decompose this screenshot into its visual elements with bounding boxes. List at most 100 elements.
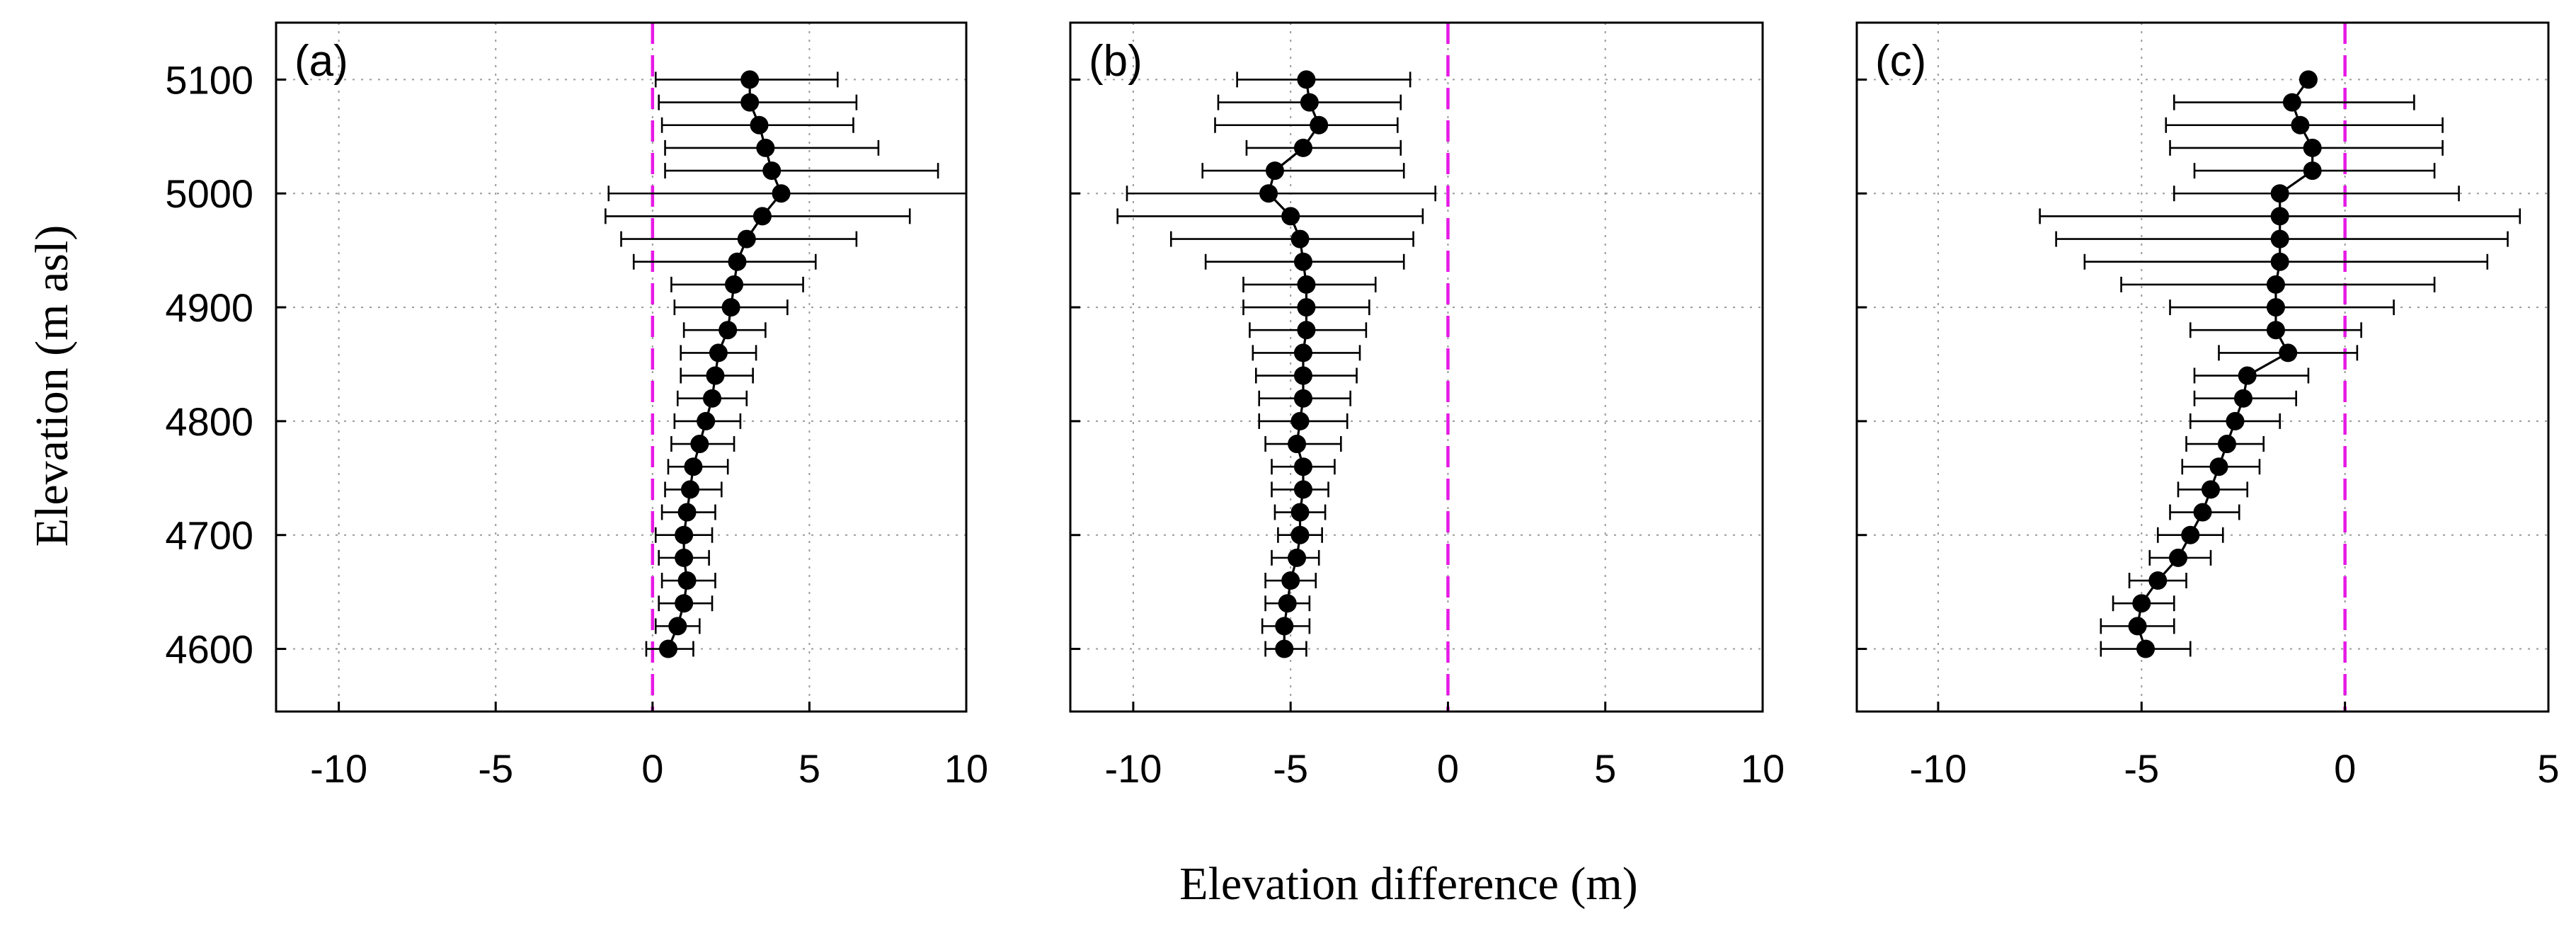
data-point-b-18 <box>1290 229 1310 249</box>
y-tick-label-3: 4900 <box>165 285 253 330</box>
data-point-b-4 <box>1288 548 1307 567</box>
data-point-c-3 <box>2148 571 2168 590</box>
data-point-a-10 <box>697 411 716 430</box>
x-tick-label-c-3: 5 <box>2537 746 2559 791</box>
data-point-a-23 <box>750 115 769 135</box>
data-point-a-17 <box>728 252 747 271</box>
data-point-a-6 <box>677 503 697 522</box>
data-point-a-25 <box>740 70 760 89</box>
y-tick-label-1: 4700 <box>165 513 253 558</box>
data-point-b-12 <box>1293 366 1312 385</box>
data-point-a-24 <box>740 93 760 112</box>
data-point-b-17 <box>1293 252 1312 271</box>
data-point-b-19 <box>1281 207 1300 226</box>
data-point-b-5 <box>1290 525 1310 544</box>
data-point-a-21 <box>762 161 782 181</box>
error-bar-b-23 <box>1214 117 1399 133</box>
x-tick-label-b-3: 5 <box>1594 746 1616 791</box>
data-point-c-2 <box>2132 594 2151 613</box>
plot-frame-a <box>275 21 968 713</box>
x-tick-label-b-4: 10 <box>1741 746 1785 791</box>
data-point-c-22 <box>2303 138 2322 157</box>
error-bar-a-21 <box>664 163 939 179</box>
data-point-a-22 <box>756 138 775 157</box>
data-point-c-4 <box>2169 548 2188 567</box>
data-point-b-22 <box>1293 138 1312 157</box>
panel-label-c: (c) <box>1875 37 1926 86</box>
data-point-c-18 <box>2270 229 2289 249</box>
data-point-c-12 <box>2238 366 2257 385</box>
data-point-c-13 <box>2279 343 2298 362</box>
data-point-a-11 <box>703 389 722 408</box>
plot-frame-b <box>1069 21 1764 713</box>
data-point-a-19 <box>752 207 772 226</box>
x-tick-label-b-2: 0 <box>1437 746 1459 791</box>
data-point-c-19 <box>2270 207 2289 226</box>
data-point-b-15 <box>1297 298 1316 317</box>
error-bar-a-17 <box>632 253 817 270</box>
data-point-c-21 <box>2303 161 2322 181</box>
data-point-b-14 <box>1297 321 1316 340</box>
data-point-a-4 <box>675 548 694 567</box>
data-point-b-9 <box>1288 435 1307 454</box>
data-point-b-11 <box>1293 389 1312 408</box>
data-point-a-9 <box>690 435 709 454</box>
data-point-a-8 <box>684 457 703 476</box>
data-point-c-7 <box>2201 480 2220 499</box>
data-point-b-23 <box>1310 115 1329 135</box>
data-point-b-21 <box>1265 161 1284 181</box>
data-point-b-25 <box>1297 70 1316 89</box>
data-point-c-16 <box>2266 275 2285 294</box>
x-tick-label-b-1: -5 <box>1273 746 1308 791</box>
data-point-c-6 <box>2193 503 2212 522</box>
data-point-b-6 <box>1290 503 1310 522</box>
data-point-b-24 <box>1300 93 1319 112</box>
data-point-a-12 <box>706 366 725 385</box>
x-axis-title: Elevation difference (m) <box>1179 858 1637 910</box>
data-point-c-0 <box>2136 639 2156 658</box>
panel-a: -10 -5 0 5 10 4600 4700 4800 4900 5000 5100 (a) <box>165 21 988 791</box>
data-point-a-18 <box>737 229 756 249</box>
data-point-c-8 <box>2209 457 2228 476</box>
x-tick-label-a-2: 0 <box>641 746 663 791</box>
data-point-c-14 <box>2266 321 2285 340</box>
data-point-a-20 <box>772 184 791 203</box>
panel-c: -10 -5 0 5 (c) <box>1855 21 2560 791</box>
data-point-a-5 <box>675 525 694 544</box>
data-point-a-15 <box>721 298 740 317</box>
data-point-a-1 <box>668 617 687 636</box>
data-point-b-2 <box>1278 594 1297 613</box>
data-point-b-16 <box>1297 275 1316 294</box>
data-point-a-7 <box>681 480 699 499</box>
data-point-c-9 <box>2217 435 2236 454</box>
x-tick-label-a-1: -5 <box>478 746 513 791</box>
y-tick-label-4: 5000 <box>165 171 253 216</box>
data-point-b-7 <box>1293 480 1312 499</box>
panel-label-b: (b) <box>1089 37 1143 86</box>
data-point-c-25 <box>2299 70 2318 89</box>
x-tick-label-c-2: 0 <box>2334 746 2356 791</box>
error-bar-b-21 <box>1201 163 1405 179</box>
data-point-c-11 <box>2233 389 2252 408</box>
panel-label-a: (a) <box>294 37 348 86</box>
data-point-a-16 <box>725 275 744 294</box>
data-point-a-13 <box>709 343 728 362</box>
x-tick-label-a-4: 10 <box>944 746 988 791</box>
error-bar-b-19 <box>1116 208 1424 224</box>
y-axis-title: Elevation (m asl) <box>26 225 78 547</box>
data-point-a-2 <box>675 594 694 613</box>
data-point-b-0 <box>1275 639 1294 658</box>
x-tick-label-c-1: -5 <box>2124 746 2159 791</box>
error-bar-b-25 <box>1236 72 1412 88</box>
data-point-c-5 <box>2181 525 2200 544</box>
x-tick-label-b-0: -10 <box>1104 746 1162 791</box>
data-point-c-10 <box>2226 411 2245 430</box>
data-point-c-23 <box>2291 115 2310 135</box>
data-point-b-20 <box>1259 184 1278 203</box>
data-point-b-3 <box>1281 571 1300 590</box>
error-bar-b-20 <box>1126 185 1436 202</box>
panel-b: -10 -5 0 5 10 (b) <box>1069 21 1785 791</box>
y-tick-label-5: 5100 <box>165 57 253 102</box>
data-point-a-14 <box>719 321 738 340</box>
